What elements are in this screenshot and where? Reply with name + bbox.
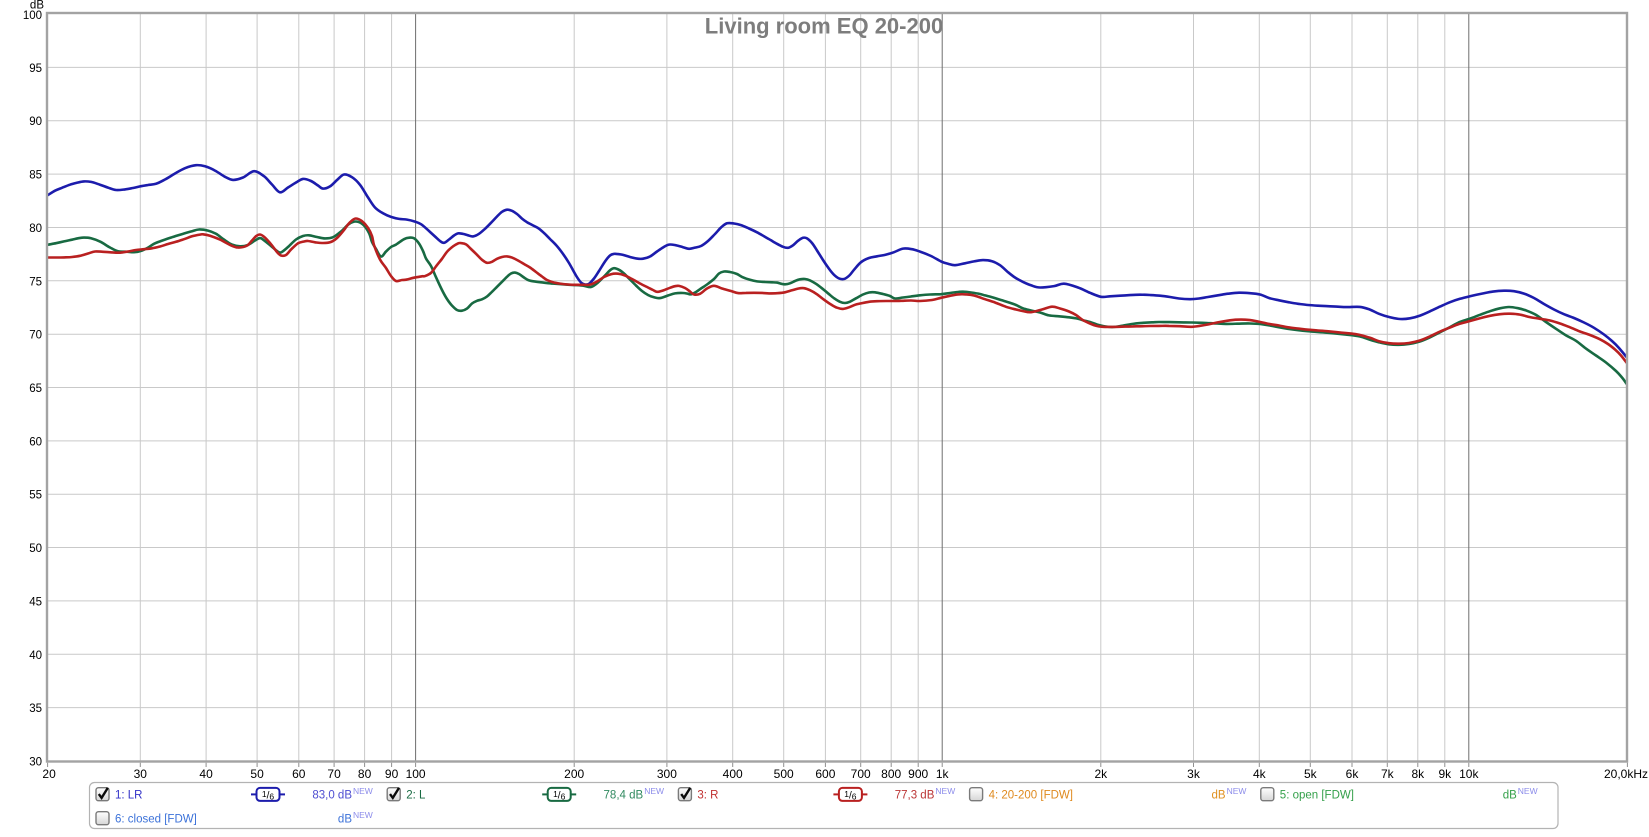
svg-text:1/6: 1/6 (553, 789, 566, 802)
svg-text:60: 60 (292, 767, 306, 781)
svg-text:83,0 dB: 83,0 dB (312, 790, 352, 802)
svg-text:3k: 3k (1187, 767, 1201, 781)
svg-text:80: 80 (29, 223, 42, 235)
svg-text:20: 20 (42, 767, 56, 781)
svg-text:3: R: 3: R (697, 790, 718, 802)
svg-text:45: 45 (29, 596, 42, 608)
svg-text:50: 50 (250, 767, 264, 781)
svg-text:6k: 6k (1346, 767, 1360, 781)
svg-text:Living room EQ 20-200: Living room EQ 20-200 (705, 14, 943, 39)
svg-text:60: 60 (29, 436, 42, 448)
svg-text:95: 95 (29, 63, 42, 75)
svg-text:700: 700 (851, 767, 871, 781)
svg-text:5k: 5k (1304, 767, 1318, 781)
svg-text:65: 65 (29, 383, 42, 395)
svg-text:NEW: NEW (1518, 786, 1538, 796)
svg-text:NEW: NEW (935, 786, 955, 796)
svg-text:9k: 9k (1438, 767, 1452, 781)
svg-text:100: 100 (406, 767, 426, 781)
svg-text:70: 70 (29, 330, 42, 342)
svg-text:85: 85 (29, 170, 42, 182)
svg-text:35: 35 (29, 703, 42, 715)
svg-text:900: 900 (908, 767, 928, 781)
svg-text:80: 80 (358, 767, 372, 781)
svg-text:1/6: 1/6 (262, 789, 275, 802)
svg-text:dB: dB (30, 0, 44, 12)
svg-text:200: 200 (564, 767, 584, 781)
svg-text:20,0kHz: 20,0kHz (1604, 767, 1648, 781)
svg-text:78,4 dB: 78,4 dB (604, 790, 644, 802)
svg-text:2k: 2k (1094, 767, 1108, 781)
svg-text:dB: dB (1503, 790, 1517, 802)
svg-text:300: 300 (657, 767, 677, 781)
svg-text:NEW: NEW (1227, 786, 1247, 796)
svg-text:6: closed [FDW]: 6: closed [FDW] (115, 814, 197, 826)
svg-text:NEW: NEW (353, 786, 373, 796)
svg-text:2: L: 2: L (406, 790, 426, 802)
svg-text:90: 90 (385, 767, 399, 781)
svg-text:1: LR: 1: LR (115, 790, 143, 802)
svg-text:100: 100 (23, 10, 42, 22)
svg-text:4: 20-200 [FDW]: 4: 20-200 [FDW] (989, 790, 1073, 802)
svg-text:40: 40 (199, 767, 213, 781)
svg-text:75: 75 (29, 276, 42, 288)
svg-text:NEW: NEW (353, 810, 373, 820)
svg-text:70: 70 (327, 767, 341, 781)
svg-text:1/6: 1/6 (844, 789, 857, 802)
svg-text:5: open [FDW]: 5: open [FDW] (1280, 790, 1354, 802)
svg-text:90: 90 (29, 116, 42, 128)
svg-text:7k: 7k (1381, 767, 1395, 781)
svg-text:30: 30 (134, 767, 148, 781)
svg-text:1k: 1k (936, 767, 950, 781)
svg-text:77,3 dB: 77,3 dB (895, 790, 935, 802)
svg-text:dB: dB (338, 814, 352, 826)
svg-text:55: 55 (29, 490, 42, 502)
svg-text:30: 30 (29, 756, 42, 768)
svg-text:600: 600 (815, 767, 835, 781)
svg-text:4k: 4k (1253, 767, 1267, 781)
svg-text:400: 400 (723, 767, 743, 781)
svg-text:dB: dB (1212, 790, 1226, 802)
svg-text:40: 40 (29, 650, 42, 662)
svg-text:NEW: NEW (644, 786, 664, 796)
svg-text:50: 50 (29, 543, 42, 555)
svg-text:800: 800 (881, 767, 901, 781)
svg-text:8k: 8k (1411, 767, 1425, 781)
svg-text:500: 500 (774, 767, 794, 781)
svg-text:10k: 10k (1459, 767, 1479, 781)
